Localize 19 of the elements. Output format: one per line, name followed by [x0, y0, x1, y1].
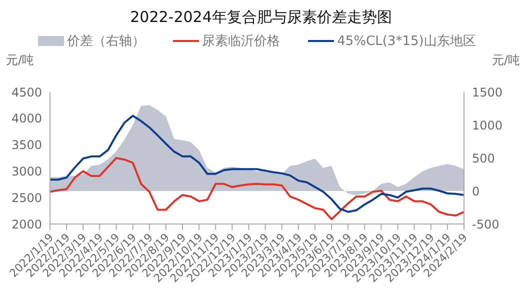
- y-tick-label: 3500: [11, 138, 42, 152]
- y-tick-label: 4000: [11, 112, 42, 126]
- y-tick-label: 2000: [11, 217, 42, 232]
- y2-axis-title: 元/吨: [492, 52, 520, 69]
- y-tick-label: 4500: [11, 85, 42, 100]
- line-series: [50, 114, 464, 213]
- legend-label: 45%CL(3*15)山东地区: [337, 33, 476, 50]
- y-axis-title: 元/吨: [6, 52, 34, 69]
- line-series: [50, 157, 464, 220]
- chart-title: 2022-2024年复合肥与尿素价差走势图: [129, 8, 393, 27]
- y-tick-label: 3000: [11, 164, 42, 178]
- y2-tick-label: 1000: [472, 118, 503, 132]
- y2-tick-label: 0: [472, 184, 480, 198]
- y2-tick-label: -500: [472, 217, 500, 232]
- legend-label: 尿素临沂价格: [202, 33, 280, 50]
- legend-label: 价差（右轴）: [67, 33, 146, 50]
- y-tick-label: 2500: [11, 190, 42, 205]
- y2-tick-label: 500: [472, 151, 495, 166]
- y2-tick-label: 1500: [472, 85, 503, 100]
